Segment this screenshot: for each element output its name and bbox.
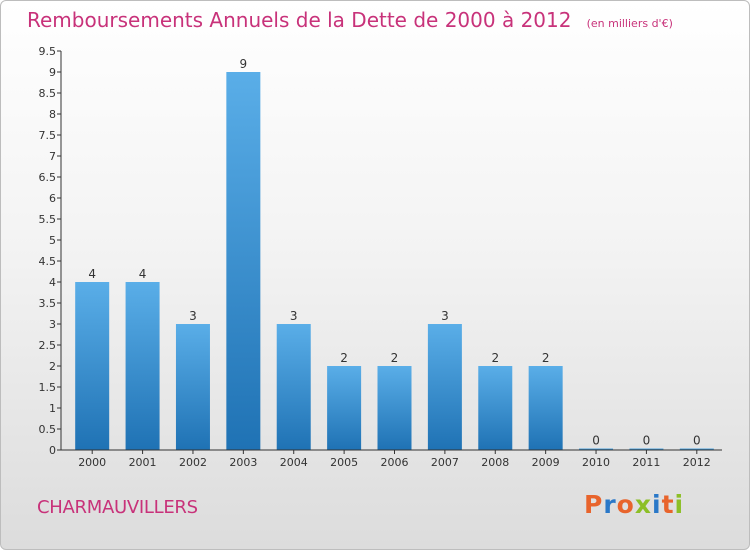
- x-tick-label-2004: 2004: [280, 456, 308, 469]
- y-tick-label-5: 5: [49, 234, 56, 247]
- data-label-2003: 9: [240, 57, 248, 71]
- y-tick-label-8: 8: [49, 108, 56, 121]
- y-tick-label-5-5: 5.5: [39, 213, 57, 226]
- y-tick-label-0-5: 0.5: [39, 423, 57, 436]
- data-label-2006: 2: [391, 351, 399, 365]
- logo-letter: o: [616, 490, 635, 519]
- logo-letter: r: [603, 490, 617, 519]
- logo-letter: i: [652, 490, 662, 519]
- bar-2001: [125, 282, 160, 450]
- commune-name: CHARMAUVILLERS: [37, 497, 198, 518]
- logo-letter: i: [674, 490, 685, 519]
- bar-2009: [528, 366, 563, 450]
- y-tick-label-3: 3: [49, 318, 56, 331]
- logo-letter: P: [584, 490, 604, 519]
- x-tick-label-2012: 2012: [683, 456, 711, 469]
- data-label-2005: 2: [340, 351, 348, 365]
- data-label-2011: 0: [643, 434, 651, 448]
- y-tick-label-0: 0: [49, 444, 56, 457]
- data-label-2007: 3: [441, 309, 449, 323]
- x-tick-label-2005: 2005: [330, 456, 358, 469]
- y-tick-label-6: 6: [49, 192, 56, 205]
- y-tick-label-2-5: 2.5: [39, 339, 57, 352]
- data-label-2012: 0: [693, 434, 701, 448]
- chart-unit: (en milliers d'€): [586, 17, 673, 30]
- x-tick-label-2007: 2007: [431, 456, 459, 469]
- title-row: Remboursements Annuels de la Dette de 20…: [27, 8, 673, 32]
- bar-2005: [327, 366, 362, 450]
- logo-letter: x: [634, 490, 652, 519]
- x-tick-label-2001: 2001: [129, 456, 157, 469]
- logo-letter: t: [661, 490, 675, 519]
- bar-2012: [679, 448, 714, 450]
- data-label-2010: 0: [592, 434, 600, 448]
- data-label-2000: 4: [88, 267, 96, 281]
- x-tick-label-2008: 2008: [481, 456, 509, 469]
- y-tick-label-7-5: 7.5: [39, 129, 57, 142]
- y-tick-label-2: 2: [49, 360, 56, 373]
- bar-2007: [427, 324, 462, 450]
- y-tick-label-9: 9: [49, 66, 56, 79]
- y-tick-label-1: 1: [49, 402, 56, 415]
- x-tick-label-2006: 2006: [381, 456, 409, 469]
- y-tick-label-6-5: 6.5: [39, 171, 57, 184]
- data-label-2001: 4: [139, 267, 147, 281]
- data-label-2004: 3: [290, 309, 298, 323]
- x-tick-label-2000: 2000: [78, 456, 106, 469]
- x-tick-label-2009: 2009: [532, 456, 560, 469]
- y-tick-label-1-5: 1.5: [39, 381, 57, 394]
- proxiti-logo: Proxiti: [584, 490, 684, 519]
- data-label-2009: 2: [542, 351, 550, 365]
- bar-2011: [629, 448, 664, 450]
- bars-group: 4 4 3 9 3 2 2 3 2 2 0 0 0: [75, 57, 714, 450]
- bar-2006: [377, 366, 412, 450]
- bar-2008: [478, 366, 513, 450]
- x-tick-label-2003: 2003: [229, 456, 257, 469]
- y-tick-label-3-5: 3.5: [39, 297, 57, 310]
- bar-2000: [75, 282, 110, 450]
- x-tick-label-2010: 2010: [582, 456, 610, 469]
- bar-2003: [226, 72, 261, 450]
- bar-2002: [175, 324, 210, 450]
- y-tick-label-4-5: 4.5: [39, 255, 57, 268]
- y-tick-label-7: 7: [49, 150, 56, 163]
- data-label-2002: 3: [189, 309, 197, 323]
- x-tick-label-2011: 2011: [632, 456, 660, 469]
- bar-2004: [276, 324, 311, 450]
- y-tick-label-4: 4: [49, 276, 56, 289]
- bar-2010: [579, 448, 614, 450]
- x-tick-label-2002: 2002: [179, 456, 207, 469]
- y-tick-label-9-5: 9.5: [39, 45, 57, 58]
- y-tick-label-8-5: 8.5: [39, 87, 57, 100]
- axes-group: 2000 2001 2002 2003 2004 2005 2006 2007 2008 2009…: [39, 45, 722, 469]
- data-label-2008: 2: [491, 351, 499, 365]
- chart-title: Remboursements Annuels de la Dette de 20…: [27, 8, 572, 32]
